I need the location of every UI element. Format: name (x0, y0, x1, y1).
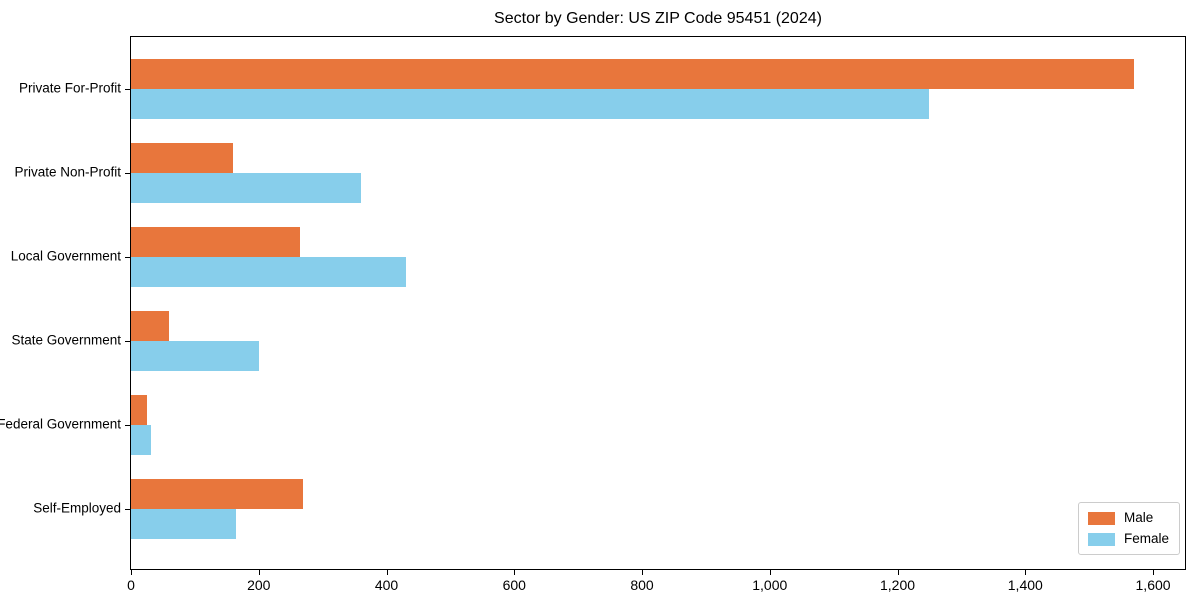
male-swatch (1087, 511, 1115, 525)
bar-female-3 (131, 341, 259, 371)
x-tick-5 (769, 570, 771, 575)
legend-label-female: Female (1123, 531, 1169, 546)
bar-female-2 (131, 257, 406, 287)
bar-male-1 (131, 143, 234, 173)
x-tick-label-0: 0 (127, 577, 135, 593)
x-tick-0 (131, 570, 132, 575)
bar-female-1 (131, 173, 361, 203)
bar-male-4 (131, 395, 147, 425)
y-tick-label-4: Federal Government (0, 416, 121, 432)
y-tick-5 (125, 509, 130, 510)
bar-female-0 (131, 89, 930, 119)
female-swatch (1087, 532, 1115, 546)
y-tick-label-1: Private Non-Profit (14, 164, 121, 180)
x-tick-label-6: 1,200 (880, 577, 916, 593)
x-tick-7 (1025, 570, 1027, 575)
x-tick-1 (258, 570, 260, 575)
x-tick-label-3: 600 (502, 577, 526, 593)
x-tick-6 (897, 570, 899, 575)
x-tick-label-7: 1,400 (1007, 577, 1043, 593)
x-tick-label-8: 1,600 (1135, 577, 1171, 593)
bar-female-4 (131, 425, 152, 455)
plot-area: Male Female 0 200 400 600 800 1,000 1,200 1,400… (125, 36, 1186, 593)
x-tick-label-4: 800 (630, 577, 654, 593)
bar-male-0 (131, 59, 1134, 89)
bar-male-2 (131, 227, 301, 257)
x-tick-label-5: 1,000 (752, 577, 788, 593)
x-tick-8 (1153, 570, 1155, 575)
y-tick-0 (125, 89, 130, 90)
y-tick-label-5: Self-Employed (33, 500, 121, 516)
chart-title: Sector by Gender: US ZIP Code 95451 (202… (494, 10, 822, 27)
legend-label-male: Male (1123, 510, 1154, 525)
y-tick-label-2: Local Government (10, 248, 121, 264)
y-tick-4 (125, 425, 130, 426)
x-tick-4 (642, 570, 644, 575)
y-tick-3 (125, 341, 130, 342)
y-tick-1 (125, 173, 130, 174)
x-tick-label-1: 200 (247, 577, 271, 593)
x-tick-label-2: 400 (374, 577, 399, 593)
bar-male-3 (131, 311, 170, 341)
x-tick-2 (386, 570, 388, 575)
x-tick-3 (514, 570, 516, 575)
bar-female-5 (131, 509, 237, 539)
y-tick-label-3: State Government (11, 332, 121, 348)
legend-item-male: Male (1087, 510, 1169, 525)
legend-item-female: Female (1087, 531, 1169, 546)
y-axis-labels: Private For-Profit Private Non-Profit Loca… (0, 36, 121, 570)
y-tick-2 (125, 257, 130, 258)
legend: Male Female (1077, 502, 1180, 555)
bar-male-5 (131, 479, 304, 509)
y-tick-label-0: Private For-Profit (18, 80, 121, 96)
